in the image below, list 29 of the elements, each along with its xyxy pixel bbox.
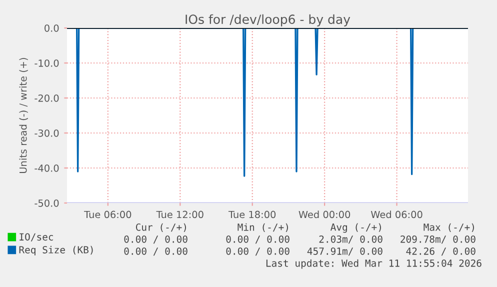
legend-label: IO/sec [20,233,53,242]
text: 42.26 / 0.00 [406,247,476,256]
text: Max (-/+) [424,223,474,232]
text: 0.00 / 0.00 [124,247,188,256]
text: Min (-/+) [238,223,288,232]
y-tick-label: -10.0 [34,59,59,67]
text: Cur (-/+) [136,223,186,232]
text: 0.00 / 0.00 [124,235,188,244]
text: 0.00 / 0.00 [226,247,290,256]
x-tick-label: Wed 00:00 [298,210,350,218]
chart-title: IOs for /dev/loop6 - by day [186,14,350,26]
x-tick-label: Tue 12:00 [156,210,204,218]
text: 209.78m/ 0.00 [400,235,476,244]
y-tick-label: -40.0 [34,164,59,172]
x-tick-label: Tue 18:00 [228,210,276,218]
y-tick-label: -20.0 [34,94,59,102]
x-tick-label: Wed 06:00 [370,210,422,218]
text: 457.91m/ 0.00 [307,247,382,256]
y-tick-label: -50.0 [34,199,59,207]
text: Avg (-/+) [330,223,381,233]
y-tick-label: 0.0 [44,24,59,32]
y-axis-title: Units read (-) / write (+) [19,58,28,174]
x-tick-label: Tue 06:00 [84,210,132,218]
text: Last update: Wed Mar 11 11:55:04 2026 [266,259,482,269]
line-series [67,28,468,177]
y-tick-label: -30.0 [34,129,59,137]
text: 2.03m/ 0.00 [319,235,382,244]
legend-label: Req Size (KB) [19,246,93,256]
text: 0.00 / 0.00 [226,235,290,244]
